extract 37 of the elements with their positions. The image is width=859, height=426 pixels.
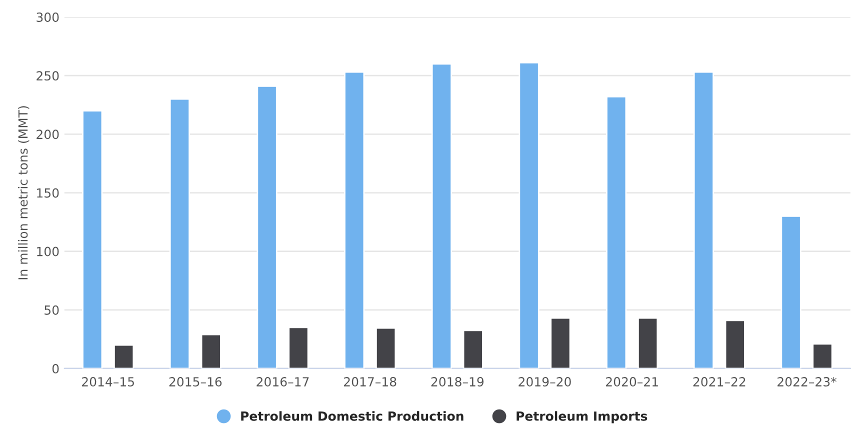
y-axis-title: In million metric tons (MMT) <box>18 106 30 280</box>
y-tick-label: 250 <box>36 71 59 81</box>
legend-label: Petroleum Domestic Production <box>241 411 464 421</box>
bar <box>344 71 365 368</box>
bar <box>518 62 540 368</box>
bar <box>256 85 278 368</box>
bar <box>169 98 190 368</box>
y-tick-label: 50 <box>44 305 59 315</box>
y-tick-label: 200 <box>36 130 59 140</box>
bar <box>288 326 309 368</box>
bar <box>431 63 452 368</box>
bar <box>82 110 103 368</box>
y-tick-label: 150 <box>37 188 59 198</box>
x-tick-label: 2016–17 <box>256 377 309 386</box>
bar <box>780 216 802 368</box>
bar <box>376 327 396 368</box>
x-tick-label: 2019–20 <box>518 377 571 386</box>
y-tick-label: 300 <box>36 12 59 22</box>
x-tick-label: 2020–21 <box>606 377 658 386</box>
bar <box>462 330 484 368</box>
legend-label: Petroleum Imports <box>516 411 648 424</box>
bar <box>693 71 714 368</box>
bar <box>606 96 627 368</box>
x-tick-label: 2021–22 <box>693 377 746 386</box>
x-tick-label: 2018–19 <box>431 377 484 386</box>
x-tick-label: 2015–16 <box>169 377 222 386</box>
bar <box>812 343 833 368</box>
bar <box>550 317 571 368</box>
bar <box>200 334 222 368</box>
bar <box>724 320 746 368</box>
x-tick-label: 2017–18 <box>344 377 396 386</box>
bar <box>114 344 134 368</box>
y-tick-label: 100 <box>37 246 59 256</box>
bar <box>638 317 658 368</box>
x-tick-label: 2022–23* <box>778 377 836 386</box>
x-tick-label: 2014–15 <box>82 377 134 386</box>
y-tick-label: 0 <box>52 364 59 374</box>
